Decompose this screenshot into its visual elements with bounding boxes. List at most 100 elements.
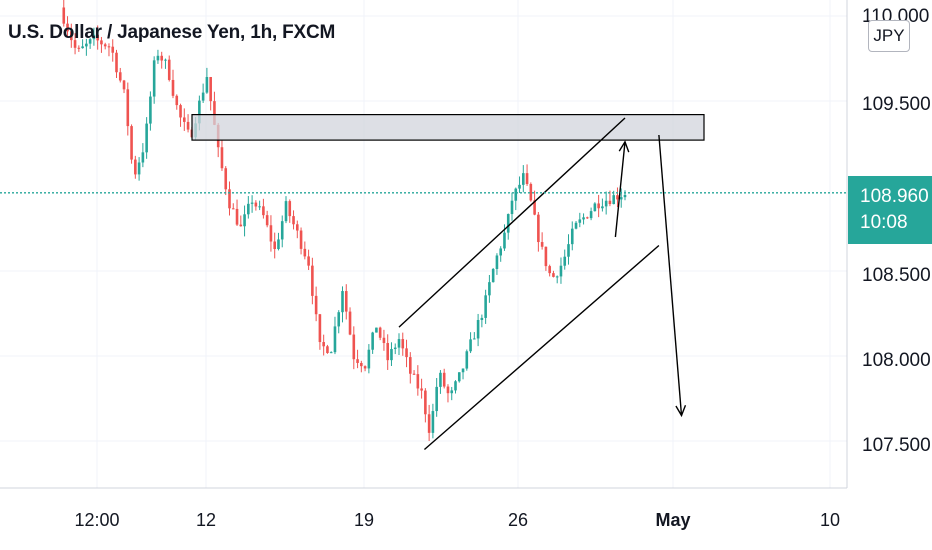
candle-body: [409, 357, 412, 374]
candle-body: [352, 334, 356, 360]
candle-body: [250, 202, 254, 204]
projection-arrow-up[interactable]: [614, 141, 626, 238]
candle-body: [506, 214, 510, 233]
candle-body: [137, 162, 141, 175]
candle-body: [205, 77, 209, 93]
candle-body: [435, 386, 438, 412]
candle-body: [156, 55, 160, 61]
candle-body: [616, 195, 619, 200]
candle-body: [277, 239, 280, 250]
candle-body: [390, 349, 393, 361]
candle-body: [88, 39, 92, 44]
candle-body: [209, 77, 212, 102]
candle-body: [378, 327, 382, 338]
candle-body: [318, 314, 322, 343]
candle-body: [457, 372, 461, 382]
price-axis-label: 108.500: [862, 265, 931, 286]
candle-body: [518, 184, 521, 189]
candle-body: [589, 211, 593, 219]
candle-body: [254, 202, 258, 207]
candle-body: [442, 372, 446, 387]
candle-body: [604, 200, 608, 207]
candle-body: [171, 79, 175, 96]
channel-lower-line[interactable]: [423, 244, 660, 451]
projection-arrow-down[interactable]: [658, 134, 683, 416]
candle-body: [160, 55, 163, 61]
candle-body: [431, 411, 435, 433]
candle-body: [563, 256, 567, 266]
candle-body: [213, 101, 216, 125]
candle-body: [341, 291, 344, 313]
candle-body: [582, 217, 585, 220]
candle-body: [186, 121, 190, 130]
candle-body: [401, 339, 405, 349]
time-axis[interactable]: 12:00 12 19 26 May 10: [74, 510, 840, 530]
candle-body: [231, 208, 235, 210]
price-axis-label: 107.500: [862, 435, 931, 456]
time-axis-label: 12: [196, 510, 216, 530]
candle-body: [623, 194, 627, 198]
candle-body: [303, 248, 307, 257]
candle-body: [567, 244, 570, 257]
candle-body: [152, 60, 156, 97]
candle-body: [96, 34, 99, 41]
projection-arrow-up-head[interactable]: [618, 140, 630, 153]
chart-grid: [0, 0, 847, 488]
candle-body: [179, 105, 182, 118]
candle-body: [586, 217, 589, 219]
candle-body: [111, 46, 115, 53]
candle-body: [262, 206, 265, 216]
channel-upper-line[interactable]: [398, 117, 626, 328]
candle-body: [81, 46, 84, 49]
candle-body: [100, 40, 103, 45]
time-axis-label: 12:00: [74, 510, 119, 530]
candle-body: [503, 232, 506, 249]
candle-body: [363, 366, 367, 369]
candle-body: [292, 216, 295, 225]
projection-arrow-down-head[interactable]: [675, 404, 687, 418]
candle-body: [525, 173, 529, 184]
candle-body: [130, 126, 133, 160]
candle-body: [450, 390, 454, 394]
currency-button[interactable]: JPY: [868, 20, 910, 52]
candle-body: [469, 339, 472, 352]
candle-body: [484, 295, 487, 318]
candle-body: [510, 200, 514, 215]
candle-body: [465, 351, 469, 369]
candle-body: [269, 225, 273, 242]
price-axis-label: 108.000: [862, 350, 931, 371]
candle-body: [360, 362, 363, 367]
candle-body: [299, 230, 303, 249]
candle-body: [85, 43, 88, 47]
candle-body: [375, 327, 378, 333]
candle-body: [73, 40, 77, 48]
drawing-tools[interactable]: [398, 117, 687, 451]
candle-body: [247, 203, 250, 215]
candle-body: [164, 59, 167, 61]
candle-body: [529, 183, 533, 201]
candle-body: [476, 319, 480, 339]
candle-body: [198, 100, 201, 124]
candlestick-series: [62, 0, 627, 442]
last-price-value: 108.960: [860, 186, 929, 207]
candle-body: [397, 339, 401, 348]
candle-body: [601, 206, 604, 209]
candle-body: [77, 47, 81, 49]
candle-body: [597, 203, 600, 209]
candle-body: [167, 59, 171, 80]
candle-body: [559, 265, 563, 277]
resistance-zone[interactable]: [191, 113, 705, 141]
candle-body: [454, 381, 457, 391]
candle-body: [427, 414, 431, 433]
time-axis-label: 10: [820, 510, 840, 530]
price-axis[interactable]: 110.000 109.500 108.500 108.000 107.500: [862, 6, 931, 456]
candle-body: [446, 386, 450, 394]
symbol-title[interactable]: U.S. Dollar / Japanese Yen, 1h, FXCM: [8, 22, 336, 43]
candle-body: [548, 266, 551, 274]
candle-body: [149, 96, 152, 124]
candle-body: [574, 222, 578, 229]
candle-body: [424, 390, 427, 415]
candle-body: [273, 241, 276, 250]
candle-body: [62, 7, 66, 24]
